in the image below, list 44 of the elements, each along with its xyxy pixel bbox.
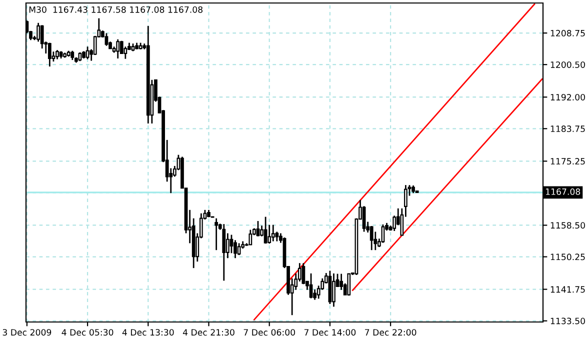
candlestick xyxy=(268,224,272,244)
x-tick-label: 4 Dec 13:30 xyxy=(122,329,174,336)
candlestick xyxy=(370,225,374,251)
candlestick xyxy=(248,229,252,246)
candlestick xyxy=(70,50,74,61)
candlestick xyxy=(237,242,241,256)
candlestick xyxy=(56,49,59,60)
candlestick xyxy=(332,272,336,308)
y-tick-label: 1158.50 xyxy=(550,222,585,229)
candlestick xyxy=(381,224,385,244)
x-tick-label: 7 Dec 06:00 xyxy=(244,329,295,336)
ref-line-label: 1167.08 xyxy=(546,188,580,195)
candlestick xyxy=(214,218,218,251)
candlestick xyxy=(264,216,268,244)
candlestick xyxy=(256,220,260,238)
candlestick xyxy=(222,223,226,282)
candlestick xyxy=(302,262,306,285)
candlestick xyxy=(86,46,90,60)
y-tick-label: 1150.25 xyxy=(550,254,585,260)
y-tick-label: 1175.25 xyxy=(550,158,585,165)
y-tick-label: 1200.50 xyxy=(550,61,585,68)
x-tick-label: 7 Dec 22:00 xyxy=(365,329,416,336)
candlestick xyxy=(36,22,40,42)
candlestick xyxy=(120,40,124,55)
candlestick xyxy=(234,239,237,259)
candlestick xyxy=(230,234,234,254)
chart-title: M30 1167.43 1167.58 1167.08 1167.08 xyxy=(29,6,203,13)
x-tick-label: 3 Dec 2009 xyxy=(2,329,52,336)
candlestick xyxy=(347,273,351,296)
candlestick xyxy=(40,24,44,50)
y-tick-label: 1208.75 xyxy=(550,30,585,36)
x-tick-label: 4 Dec 21:30 xyxy=(182,329,234,336)
x-tick-label: 4 Dec 05:30 xyxy=(62,329,114,336)
candlestick xyxy=(116,38,120,60)
candlestick xyxy=(226,232,230,259)
y-tick-label: 1192.00 xyxy=(550,94,585,100)
candlestick xyxy=(362,205,366,232)
candlestick xyxy=(48,42,52,68)
x-tick-label: 7 Dec 14:00 xyxy=(304,329,356,336)
candlestick xyxy=(104,32,108,47)
y-tick-label: 1183.75 xyxy=(550,126,585,132)
y-tick-label: 1133.50 xyxy=(550,318,585,324)
y-tick-label: 1141.75 xyxy=(550,286,585,293)
candlestick xyxy=(271,224,275,242)
